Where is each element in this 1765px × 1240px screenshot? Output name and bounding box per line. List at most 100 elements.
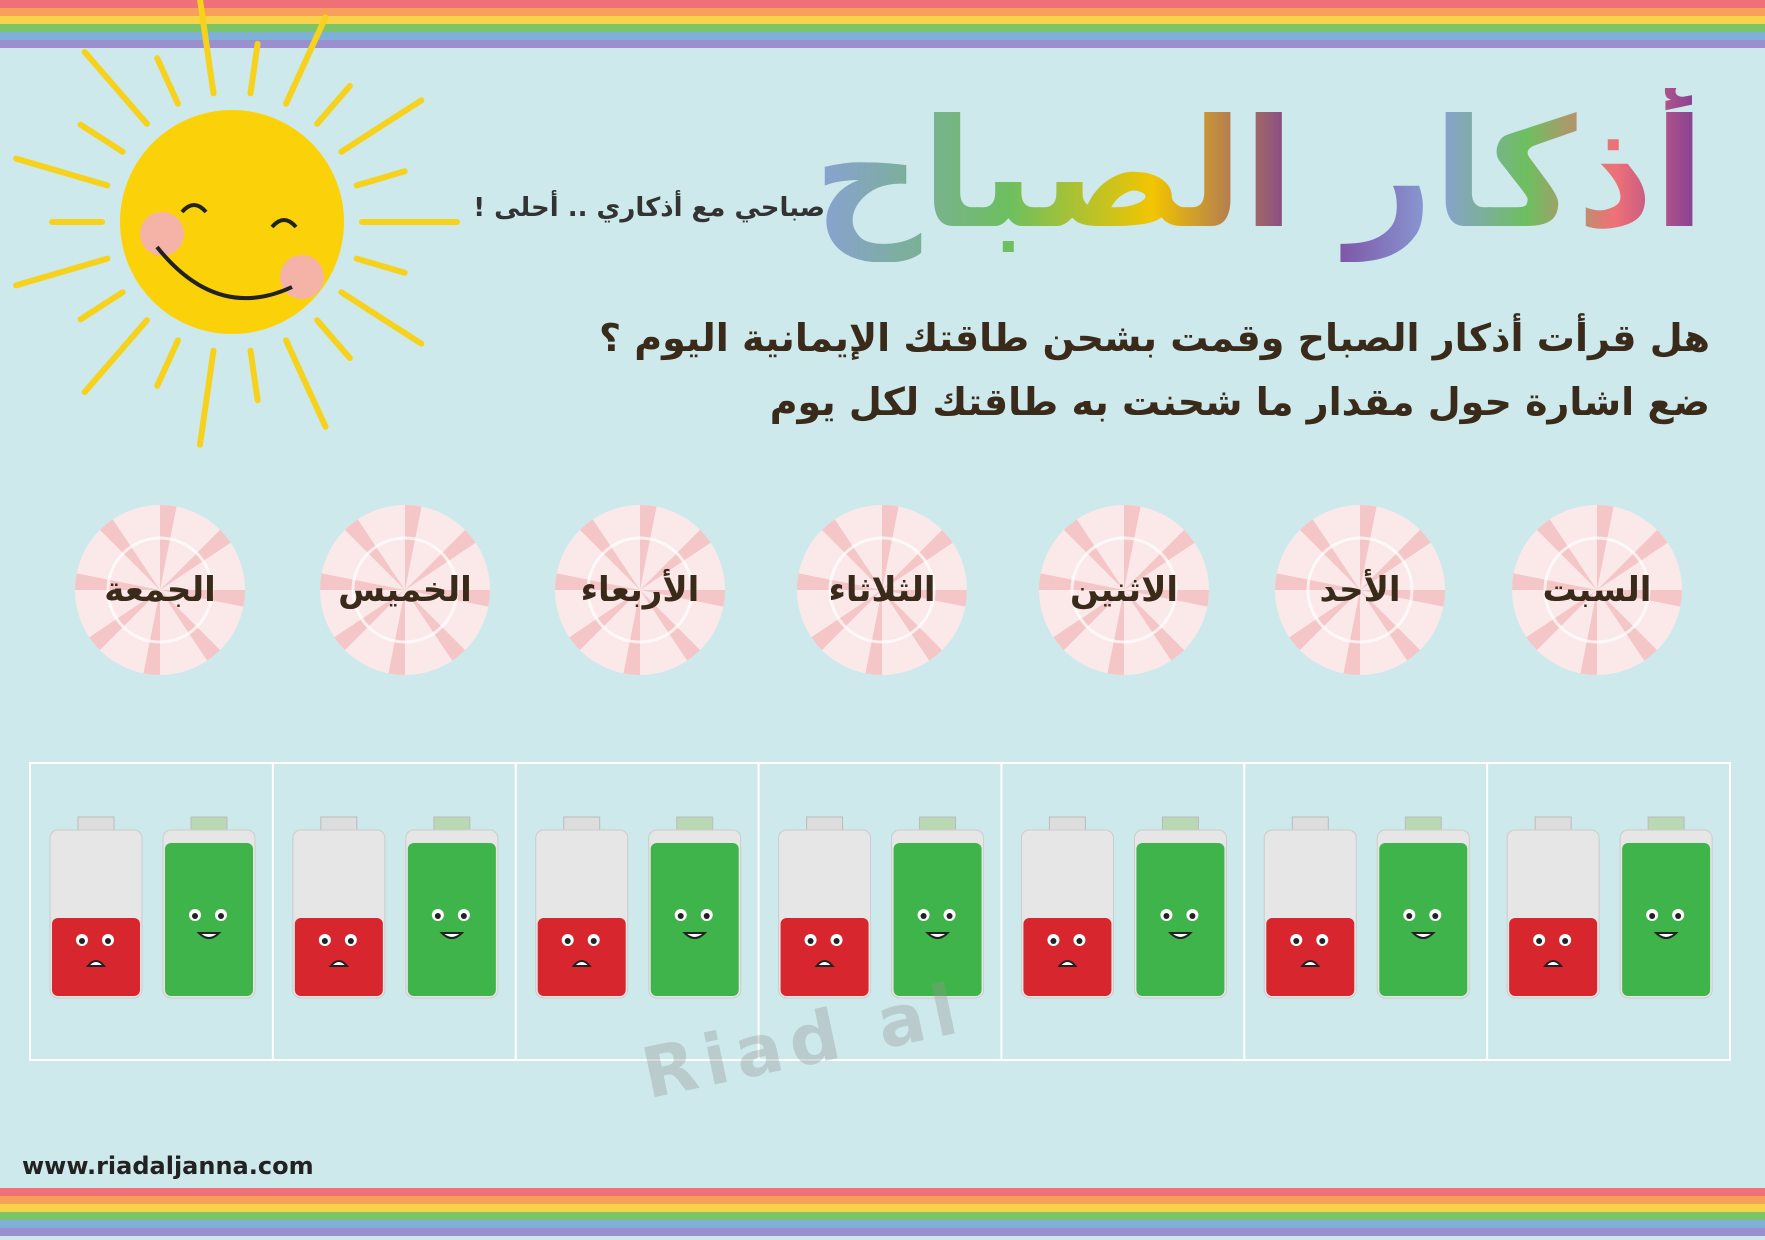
sun-ray <box>314 317 353 362</box>
battery-charge <box>1136 843 1225 996</box>
badge-swirl <box>1289 590 1360 651</box>
stripe <box>0 16 1765 24</box>
badge-swirl <box>1124 590 1209 607</box>
stripe <box>0 24 1765 32</box>
battery-mouth <box>1543 960 1564 967</box>
stripe <box>0 1228 1765 1236</box>
day-label: الجمعة <box>104 570 216 610</box>
badge-swirl <box>640 590 701 661</box>
badge-swirl <box>160 590 221 661</box>
pupil <box>1649 913 1656 919</box>
badge-swirl <box>1063 519 1124 590</box>
badge-swirl <box>1124 529 1195 590</box>
badge-swirl <box>640 505 657 590</box>
badge-swirl <box>143 590 160 675</box>
pupil <box>1536 938 1543 944</box>
pupil <box>807 938 814 944</box>
pupil <box>1406 913 1413 919</box>
stripe <box>0 1212 1765 1220</box>
pupil <box>833 938 840 944</box>
badge-swirl <box>882 590 967 607</box>
battery-mouth <box>439 932 465 939</box>
badge-swirl <box>640 529 711 590</box>
badge-swirl <box>797 573 882 590</box>
badge-swirl <box>1360 590 1421 661</box>
badge-swirl <box>1360 590 1445 607</box>
badge-swirl <box>405 529 476 590</box>
badge-swirl <box>640 590 725 607</box>
battery-mouth <box>328 960 349 967</box>
pupil <box>1293 938 1300 944</box>
badge-swirl <box>882 505 899 590</box>
table <box>29 762 1731 1061</box>
battery-charge <box>165 843 253 996</box>
badge-swirl <box>555 573 640 590</box>
badge-ring <box>1070 536 1178 644</box>
badge-swirl <box>1343 590 1360 675</box>
sun-ray <box>154 337 181 389</box>
badge-swirl <box>1275 573 1360 590</box>
stripe <box>0 0 1765 8</box>
badge-swirl <box>569 590 640 651</box>
question: هل قرأت أذكار الصباح وقمت بشحن طاقتك الإ… <box>599 316 1710 360</box>
instruction: ضع اشارة حول مقدار ما شحنت به طاقتك لكل … <box>769 380 1710 424</box>
pupil <box>1675 913 1682 919</box>
badge-swirl <box>1536 519 1597 590</box>
smile <box>155 245 293 301</box>
badge-swirl <box>160 529 231 590</box>
battery-charge <box>294 918 383 996</box>
sun-ray <box>353 255 408 276</box>
pupil <box>434 913 441 919</box>
badge-swirl <box>1580 590 1597 675</box>
battery-charge <box>1509 918 1598 996</box>
stripe <box>0 1196 1765 1204</box>
pupil <box>192 913 198 919</box>
stripe <box>0 40 1765 48</box>
sun-ray <box>77 121 126 155</box>
badge-ring <box>1543 536 1651 644</box>
sun-ray <box>338 289 425 347</box>
eye <box>180 203 208 214</box>
badge-swirl <box>99 519 160 590</box>
battery-charge <box>407 843 496 996</box>
badge-ring <box>1306 536 1414 644</box>
pupil <box>1076 938 1083 944</box>
badge-swirl <box>1124 505 1141 590</box>
cheek <box>280 255 324 299</box>
badge-swirl <box>1597 529 1668 590</box>
pupil <box>1163 913 1170 919</box>
badge-swirl <box>882 529 953 590</box>
badge-ring <box>586 536 694 644</box>
sun-ray <box>353 168 408 189</box>
badge-swirl <box>1124 590 1185 661</box>
badge-swirl <box>821 519 882 590</box>
battery-mouth <box>1057 960 1078 967</box>
badge-swirl <box>344 519 405 590</box>
badge-ring <box>351 536 459 644</box>
sun-ray <box>247 347 261 404</box>
badge-swirl <box>1107 590 1124 675</box>
pupil <box>703 913 710 919</box>
badge-swirl <box>1597 590 1658 661</box>
day-label: الاثنين <box>1069 570 1179 610</box>
battery-charge <box>780 918 869 996</box>
sun-ray <box>314 82 353 127</box>
battery-mouth <box>85 960 107 967</box>
badge-swirl <box>1053 590 1124 651</box>
battery-mouth <box>1653 932 1679 939</box>
sun-ray <box>338 97 425 155</box>
badge-swirl <box>1526 590 1597 651</box>
website: www.riadaljanna.com <box>22 1152 314 1180</box>
stripe <box>0 8 1765 16</box>
sun-ray <box>197 0 217 97</box>
badge-swirl <box>623 590 640 675</box>
battery-mouth <box>1168 932 1193 939</box>
badge-swirl <box>1597 590 1682 607</box>
badge-swirl <box>160 505 177 590</box>
badge-swirl <box>160 590 245 607</box>
stripe <box>0 1188 1765 1196</box>
badge-swirl <box>405 505 422 590</box>
sun-ray <box>13 255 111 289</box>
badge-swirl <box>865 590 882 675</box>
